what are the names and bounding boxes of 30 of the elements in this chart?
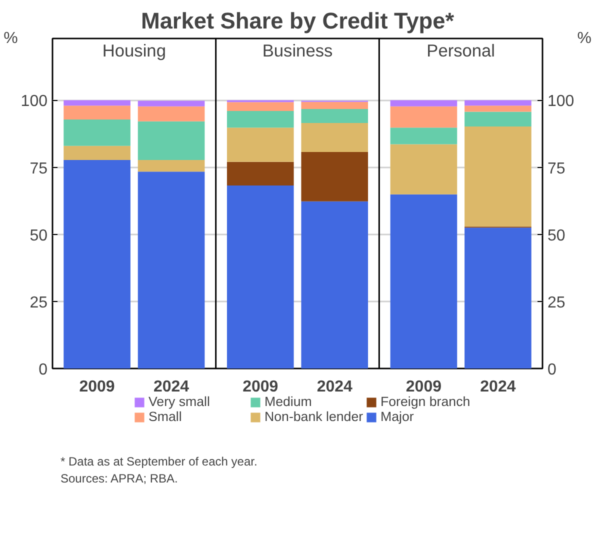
y2-tick-label: 50: [548, 227, 566, 244]
x-tick-label: 2009: [406, 378, 442, 396]
x-tick-label: 2009: [79, 378, 115, 396]
y2-tick-label: 75: [548, 160, 566, 178]
y-tick-label: 0: [38, 362, 48, 378]
annotation: Personal: [426, 40, 496, 60]
y-tick-label: 50: [30, 227, 48, 244]
y2-tick-label: 100: [548, 93, 574, 110]
y-axis-title: %: [4, 30, 18, 47]
legend-label: Major: [380, 409, 415, 424]
x-tick-label: 2009: [242, 378, 278, 396]
y2-tick-label: 0: [548, 362, 556, 378]
chart-title: Market Share by Credit Type*: [140, 8, 454, 34]
legend-label: Non-bank lender: [264, 409, 364, 424]
legend-label: Foreign branch: [380, 394, 472, 409]
text: * Data as at September of each year.: [60, 454, 258, 468]
legend-label: Small: [148, 409, 183, 424]
y-tick-label: 25: [30, 294, 48, 312]
x-tick-label: 2024: [316, 378, 353, 396]
x-tick-label: 2024: [480, 378, 516, 396]
annotation: Business: [262, 40, 333, 60]
x-tick-label: 2024: [153, 378, 190, 396]
y-tick-label: 100: [20, 93, 48, 110]
annotation: Housing: [102, 40, 166, 60]
legend-label: Medium: [264, 394, 313, 409]
source-note: Sources: APRA; RBA.: [60, 472, 178, 486]
y2-tick-label: 25: [548, 294, 566, 312]
legend-label: Very small: [148, 394, 211, 409]
y-tick-label: 75: [30, 160, 48, 178]
y2-axis-title: %: [577, 30, 592, 47]
